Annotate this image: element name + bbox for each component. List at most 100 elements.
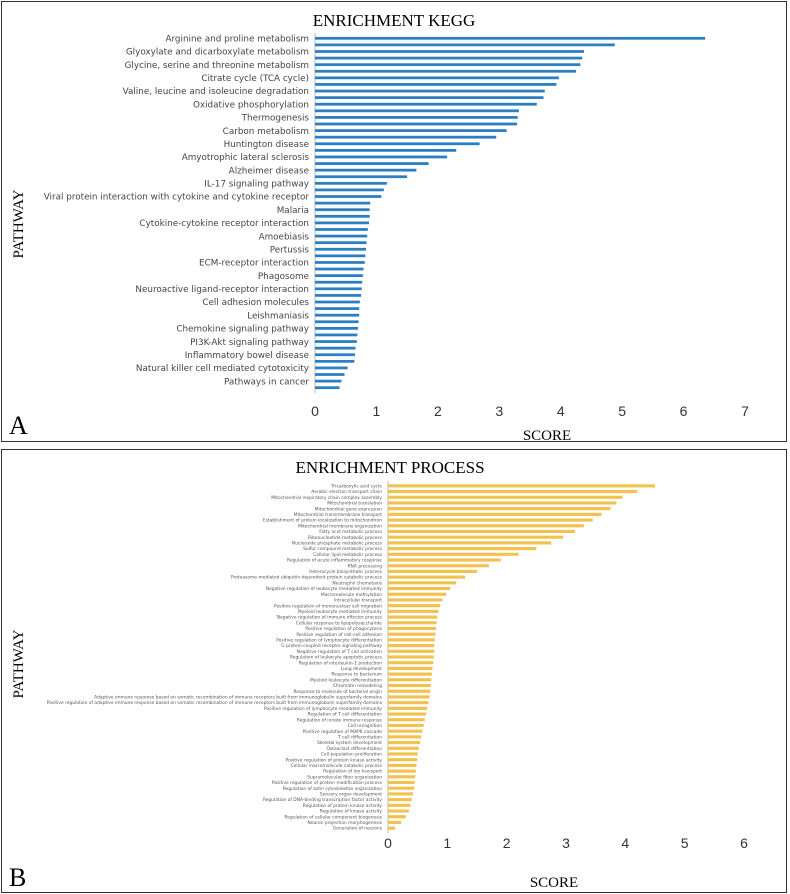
bar (315, 379, 342, 383)
bar (315, 83, 557, 86)
category-label: Cytokine-cytokine receptor interaction (139, 219, 309, 229)
category-label: Amoebiasis (259, 232, 310, 242)
x-tick-label: 4 (621, 835, 629, 851)
bar (315, 366, 348, 370)
bar (315, 50, 585, 53)
panel-label: B (9, 863, 26, 892)
bar (388, 649, 435, 653)
category-label: Regulation of innate immune response (297, 717, 382, 723)
y-axis-title: PATHWAY (11, 189, 27, 258)
category-label: Regulation of ion transport (323, 769, 382, 775)
category-label: Pertussis (270, 245, 310, 255)
bar (388, 638, 435, 642)
category-label: Sensory organ development (320, 792, 382, 798)
bar (388, 661, 434, 665)
x-tick-group: 0 1 2 3 4 5 6 7 (311, 403, 749, 419)
category-label: Pathways in cancer (224, 377, 309, 387)
bar (388, 632, 436, 636)
bar (315, 135, 497, 139)
bar (315, 287, 362, 291)
category-label: Regulation of protein kinase activity (303, 803, 383, 809)
category-label: Positive regulation of lymphocyte mediat… (264, 706, 382, 712)
category-label: Leishmaniasis (247, 311, 309, 321)
bar (388, 666, 433, 670)
category-label: Glycine, serine and threonine metabolism (125, 61, 309, 71)
category-label: Mitochondrial respiratory chain complex … (271, 495, 382, 501)
bar (315, 96, 544, 100)
category-label: Carbon metabolism (223, 127, 309, 137)
category-label: Natural killer cell mediated cytotoxicit… (136, 364, 309, 374)
bar (388, 512, 602, 516)
category-label: Mitochondrial gene expression (315, 506, 382, 512)
chart-title: ENRICHMENT KEGG (313, 11, 476, 30)
bar (388, 786, 415, 790)
bar (388, 552, 519, 556)
x-tick-label: 5 (681, 835, 689, 851)
bar (315, 116, 518, 119)
category-label: Neuroactive ligand-receptor interaction (135, 285, 309, 295)
category-label: Chemokine signaling pathway (176, 325, 309, 335)
bar (315, 326, 358, 330)
category-label: Cell adhesion molecules (202, 298, 309, 308)
bar (388, 769, 416, 773)
category-label: Generation of neurons (333, 826, 383, 832)
bar (315, 307, 360, 310)
bar (315, 56, 583, 60)
category-label: Myeloid leukocyte mediated immunity (298, 609, 383, 615)
category-label: Cellular lipid metabolic process (313, 552, 382, 558)
category-label: Alzheimer disease (229, 166, 309, 176)
category-label: Regulation of kinase activity (320, 809, 383, 815)
category-label: Neuron projection morphogenesis (308, 820, 383, 826)
bar (388, 683, 431, 688)
category-label: RNA processing (348, 563, 383, 569)
category-label: PI3K-Akt signaling pathway (190, 338, 309, 348)
bar (315, 129, 507, 132)
category-label: Positive regulation of mononuclear cell … (274, 603, 382, 609)
category-label: Chromatin remodeling (333, 683, 382, 689)
bar (315, 247, 366, 251)
bar (315, 175, 408, 179)
bar (315, 76, 559, 80)
category-label: Establishment of protein localization to… (263, 518, 382, 524)
bar (388, 792, 413, 796)
bar (388, 689, 431, 693)
category-label: Cell population proliferation (321, 752, 382, 758)
category-label: Intracellular transport (334, 598, 382, 604)
category-label: Positive regulation of phagocytosis (305, 626, 382, 632)
category-label: Citrate cycle (TCA cycle) (201, 74, 309, 84)
bar (388, 803, 411, 807)
category-label: Supramolecular fiber organization (307, 774, 382, 780)
bar (388, 524, 584, 528)
bar (315, 373, 345, 376)
category-label: Positive regulation of protein kinase ac… (286, 757, 383, 763)
category-label: Adaptive immune response based on somati… (94, 695, 383, 701)
x-tick-label: 1 (443, 835, 451, 851)
category-label: Oxidative phosphorylation (193, 100, 309, 110)
bar (315, 254, 366, 258)
bar (315, 43, 615, 47)
category-label: Valine, leucine and isoleucine degradati… (123, 87, 309, 97)
bar (315, 300, 360, 304)
panel-a-kegg-chart: ENRICHMENT KEGG PATHWAY SCORE A Arginine… (1, 1, 787, 443)
category-label: Cell recognition (348, 723, 383, 729)
category-label: Regulation of T cell differentiation (308, 712, 383, 718)
bar (315, 36, 706, 40)
category-label: Nucleoside phosphate metabolic process (292, 541, 383, 547)
kegg-bar-chart-svg: ENRICHMENT KEGG PATHWAY SCORE A Arginine… (9, 11, 749, 443)
category-label: Proteasome-mediated ubiquitin-dependent … (231, 575, 383, 581)
bar (315, 333, 358, 337)
category-label: Mitochondrial membrane organization (298, 523, 382, 529)
category-label: Ribonucleotide metabolic process (308, 535, 383, 541)
bar (388, 575, 466, 579)
category-label: Thermogenesis (241, 114, 310, 124)
bar (315, 122, 518, 126)
bar (388, 626, 437, 631)
bar (388, 672, 432, 676)
category-label: Positive regulation of protein modificat… (272, 780, 383, 786)
x-tick-group: 0 1 2 3 4 5 6 (384, 835, 748, 851)
bar (388, 507, 611, 511)
bar (388, 752, 418, 756)
bar (315, 102, 537, 106)
category-label: Negative regulation of immune effector p… (277, 615, 383, 621)
category-label: Myeloid leukocyte differentiation (310, 677, 382, 683)
